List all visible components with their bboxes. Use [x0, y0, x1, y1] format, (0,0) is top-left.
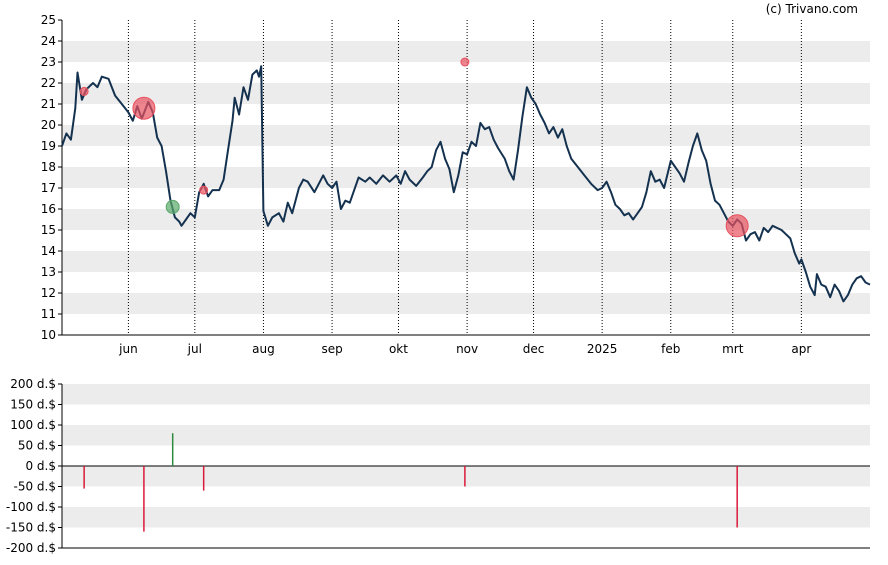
- y-tick-label: 100 d.$: [10, 418, 56, 432]
- transaction-marker: [199, 185, 209, 195]
- x-tick-label: sep: [321, 342, 342, 356]
- transaction-chart: 200 d.$ 150 d.$ 100 d.$ 50 d.$ 0 d.$ -50 d.$ -…: [6, 377, 870, 555]
- x-tick-label: apr: [791, 342, 811, 356]
- price-grid-band: [62, 293, 870, 314]
- y-tick-label: 150 d.$: [10, 398, 56, 412]
- y-tick-label: 24: [41, 34, 56, 48]
- x-tick-label: jul: [187, 342, 202, 356]
- transaction-marker: [460, 57, 470, 67]
- credit-text: (c) Trivano.com: [766, 2, 858, 16]
- y-tick-label: 18: [41, 160, 56, 174]
- price-grid-band: [62, 83, 870, 104]
- transaction-grid-band: [62, 466, 870, 487]
- y-tick-label: 22: [41, 76, 56, 90]
- price-grid-band: [62, 251, 870, 272]
- y-tick-label: 21: [41, 97, 56, 111]
- price-grid-band: [62, 209, 870, 230]
- x-tick-label: 2025: [587, 342, 618, 356]
- y-tick-label: 0 d.$: [25, 459, 56, 473]
- y-tick-label: 11: [41, 307, 56, 321]
- x-tick-label: jun: [118, 342, 138, 356]
- y-tick-label: -150 d.$: [6, 521, 56, 535]
- y-tick-label: 23: [41, 55, 56, 69]
- y-tick-label: -100 d.$: [6, 500, 56, 514]
- x-tick-label: dec: [523, 342, 545, 356]
- y-tick-label: 12: [41, 286, 56, 300]
- price-grid-band: [62, 125, 870, 146]
- x-tick-label: aug: [252, 342, 275, 356]
- x-tick-label: okt: [389, 342, 408, 356]
- transaction-marker: [132, 96, 156, 120]
- y-tick-label: 16: [41, 202, 56, 216]
- y-tick-label: 15: [41, 223, 56, 237]
- price-grid-band: [62, 167, 870, 188]
- y-tick-label: 14: [41, 244, 56, 258]
- y-tick-label: 20: [41, 118, 56, 132]
- y-tick-label: 10: [41, 328, 56, 342]
- price-grid-band: [62, 41, 870, 62]
- y-tick-label: 50 d.$: [18, 439, 56, 453]
- transaction-marker: [725, 214, 749, 238]
- x-tick-label: mrt: [722, 342, 744, 356]
- y-tick-label: -50 d.$: [14, 480, 56, 494]
- transaction-grid-band: [62, 384, 870, 405]
- y-tick-label: 19: [41, 139, 56, 153]
- y-tick-label: 13: [41, 265, 56, 279]
- x-tick-label: nov: [456, 342, 478, 356]
- x-tick-label: feb: [661, 342, 680, 356]
- transaction-grid-band: [62, 507, 870, 528]
- price-chart: jun jul aug sep okt nov dec 2025 feb mrt apr101112…: [41, 13, 871, 356]
- y-tick-label: 17: [41, 181, 56, 195]
- y-tick-label: 200 d.$: [10, 377, 56, 391]
- y-tick-label: 25: [41, 13, 56, 27]
- transaction-marker: [165, 199, 180, 214]
- y-tick-label: -200 d.$: [6, 541, 56, 555]
- transaction-marker: [79, 86, 89, 96]
- transaction-grid-band: [62, 425, 870, 446]
